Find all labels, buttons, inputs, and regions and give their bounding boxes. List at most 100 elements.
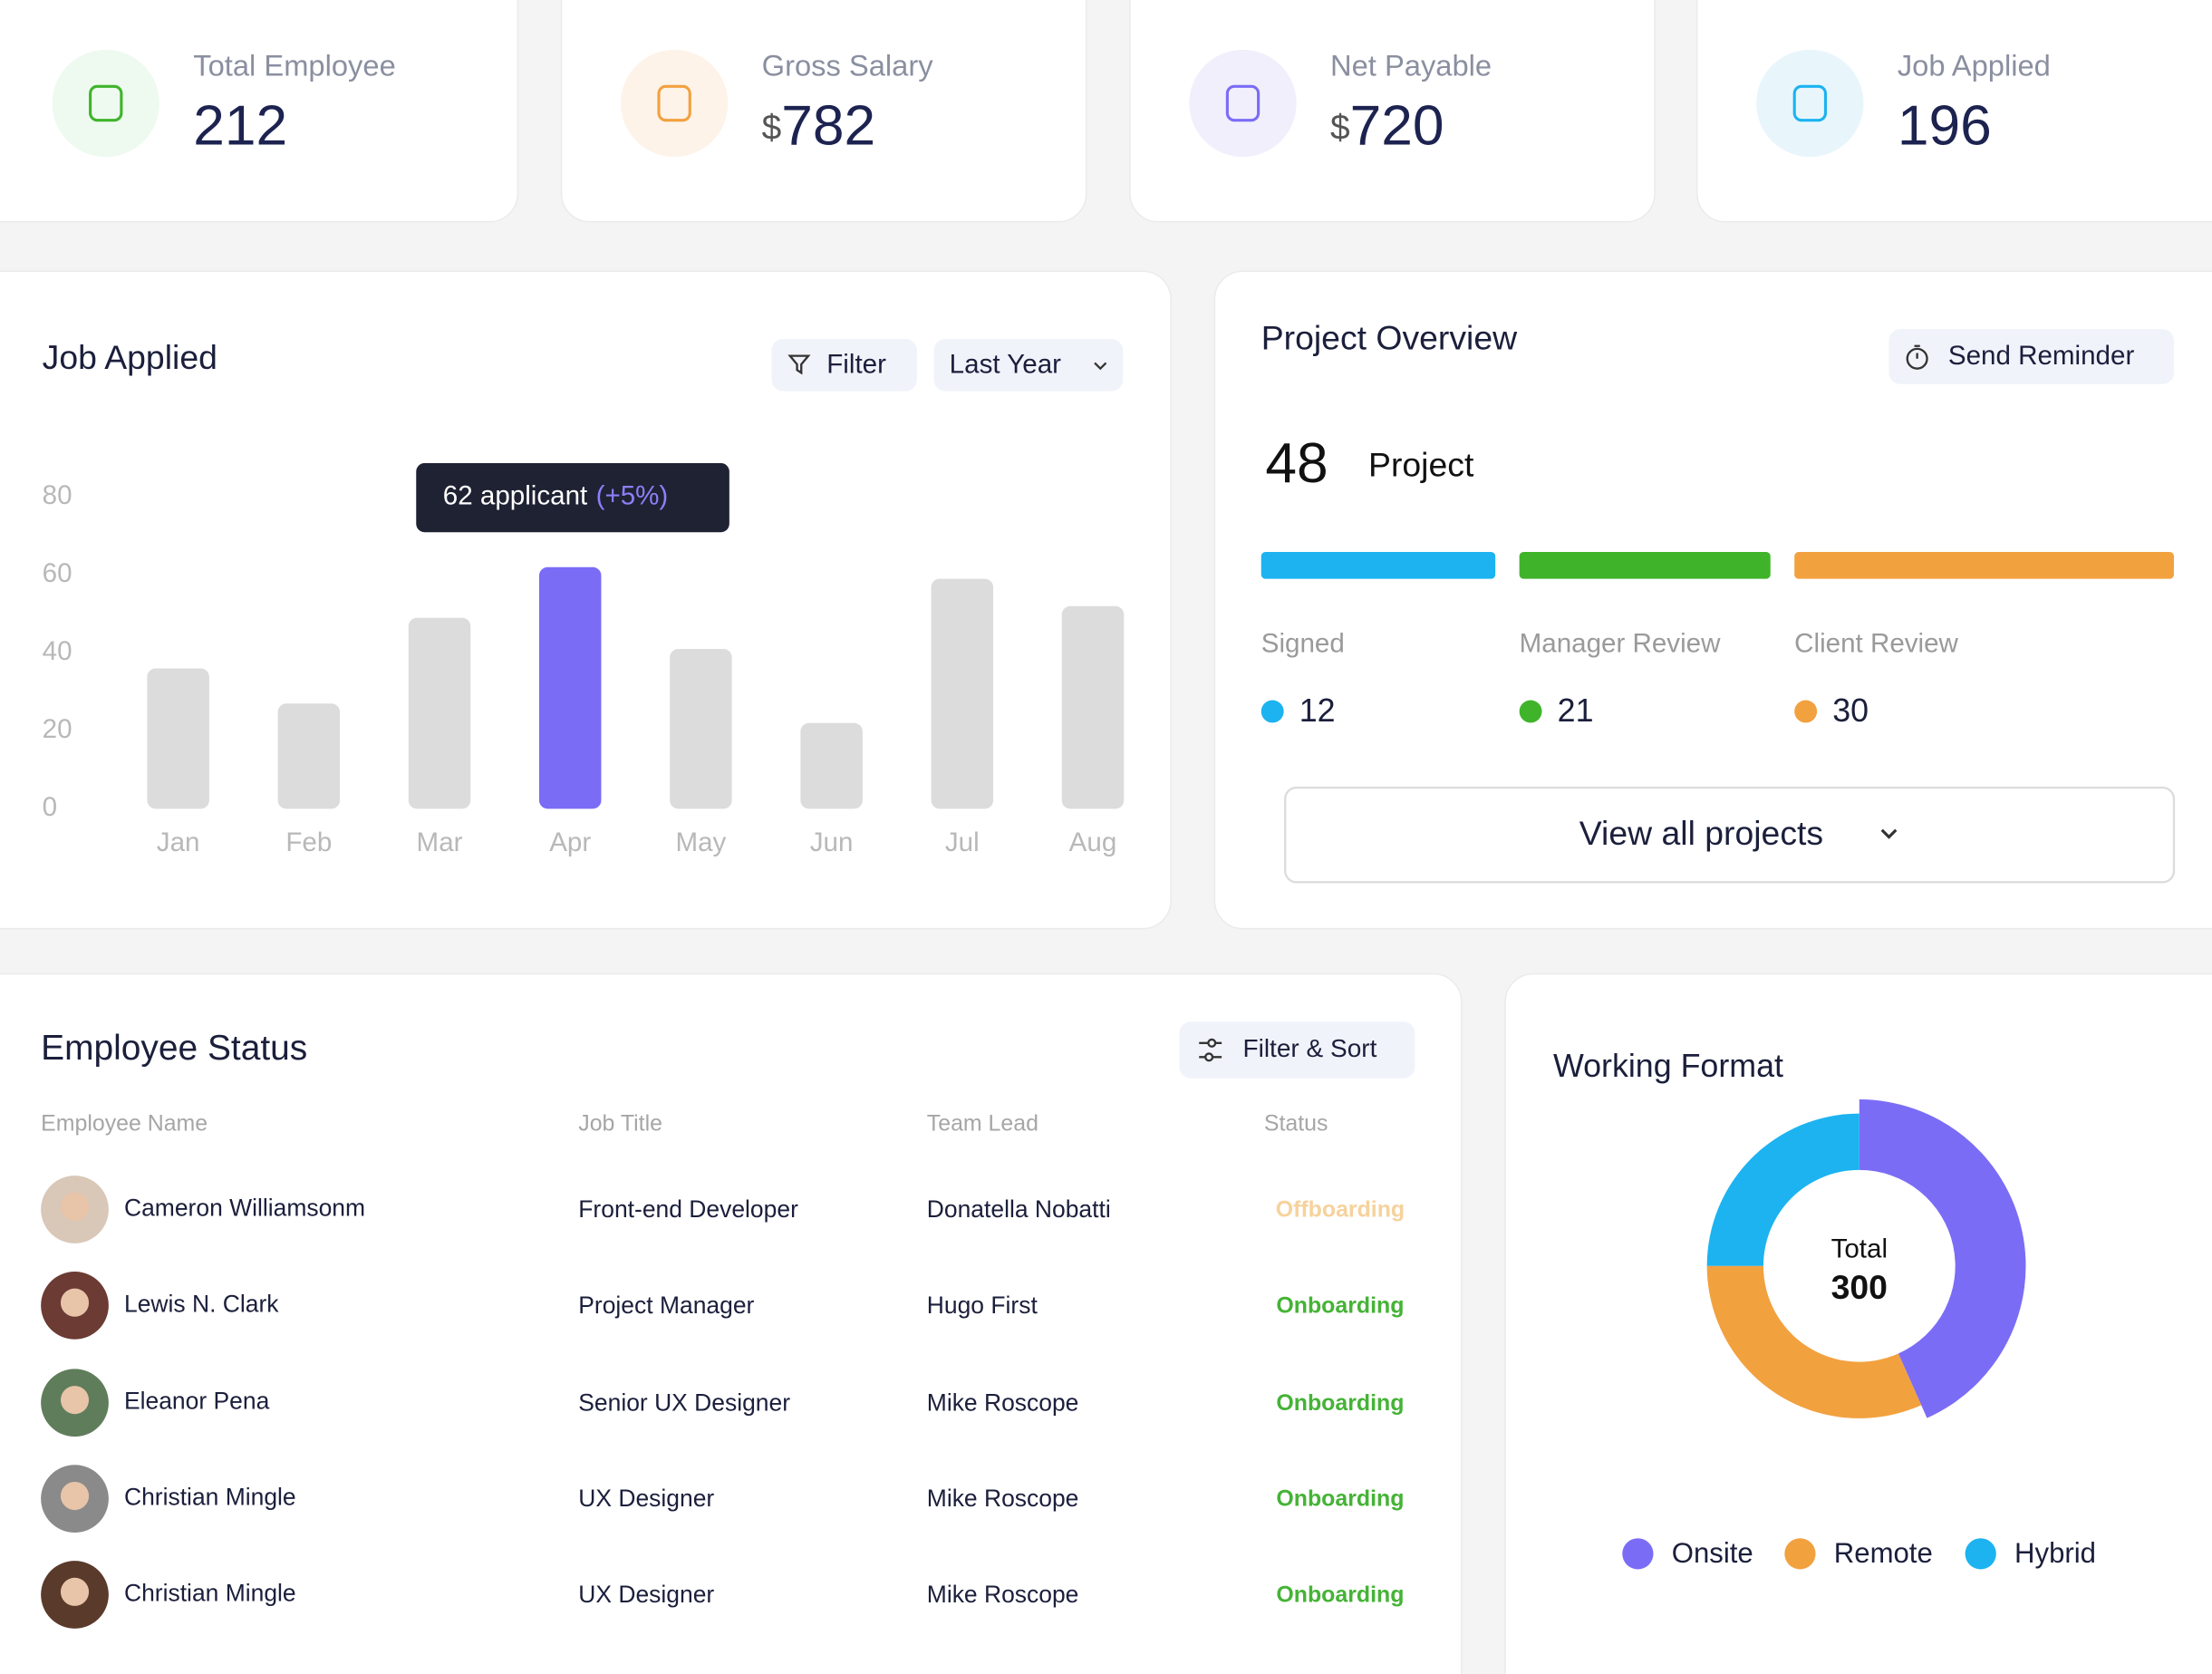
stat-label: Job Applied [1898, 49, 2051, 82]
period-select[interactable] [933, 338, 1124, 392]
legend-label: Remote [1834, 1537, 1933, 1569]
card-title: Working Format [1553, 1048, 1783, 1084]
tooltip-value: 62 applicant [443, 480, 587, 510]
stage-label: Client Review [1794, 629, 1958, 659]
stat-label: Gross Salary [762, 49, 934, 82]
stat-currency: $ [1330, 109, 1350, 148]
status: Onboarding [1276, 1486, 1404, 1512]
column-header: Job Title [578, 1111, 662, 1137]
job-title: UX Designer [578, 1485, 714, 1512]
status: Onboarding [1276, 1582, 1404, 1608]
x-tick-label: Feb [285, 827, 332, 857]
x-tick-label: Apr [549, 827, 591, 857]
employee-name: Cameron Williamsonm [124, 1194, 365, 1221]
donut-chart: Onsite Remote Hybrid [1622, 1099, 2096, 1570]
sort-icon [1199, 1041, 1222, 1059]
job-title: Project Manager [578, 1292, 754, 1319]
employee-name: Christian Mingle [124, 1484, 296, 1511]
legend-label: Onsite [1672, 1537, 1753, 1569]
donut-total: 300 [1831, 1268, 1888, 1306]
employee-name: Christian Mingle [124, 1579, 296, 1606]
bar-chart: 0 20 40 60 80 Jan Feb Mar Apr May Jun Jul Aug [43, 480, 1125, 857]
status: Onboarding [1276, 1390, 1404, 1416]
view-all-label[interactable]: View all projects [1579, 814, 1823, 852]
stat-value: $782 [762, 95, 876, 158]
clock-hand [1914, 344, 1920, 359]
stat-label: Net Payable [1330, 49, 1492, 82]
avatar-face [60, 1386, 90, 1415]
project-overview-card [1213, 270, 2212, 930]
stage-value: 21 [1558, 692, 1594, 729]
avatar-face [60, 1577, 90, 1606]
stage-label: Signed [1261, 629, 1345, 659]
button-label[interactable]: Send Reminder [1948, 341, 2135, 371]
y-tick-label: 20 [43, 714, 72, 744]
stat-icon [1792, 84, 1828, 122]
tooltip-change: (+5%) [596, 480, 669, 510]
stat-cards: Total Employee 212 Gross Salary $782 Net Pay… [0, 0, 2212, 223]
job-title: Senior UX Designer [578, 1389, 790, 1416]
stat-icon [89, 84, 123, 122]
x-tick-label: May [675, 827, 726, 857]
employee-table: Employee Name Job Title Team Lead Status Cam… [41, 1111, 1405, 1629]
bar [800, 722, 863, 809]
sort-icon-knob [1207, 1038, 1217, 1048]
stage-value: 12 [1299, 692, 1336, 729]
avatar-face [60, 1288, 90, 1317]
stat-icon-bg [620, 49, 729, 158]
column-header: Status [1264, 1111, 1328, 1137]
x-tick-label: Jan [157, 827, 200, 857]
stat-value: $720 [1330, 95, 1444, 158]
chevron-icon [1880, 828, 1898, 839]
stat-icon [657, 84, 691, 122]
donut-segment [1706, 1265, 1922, 1418]
stat-icon-bg [1756, 49, 1864, 158]
x-tick-label: Mar [417, 827, 463, 857]
period-label[interactable]: Last Year [950, 349, 1061, 379]
filter-label[interactable]: Filter [826, 349, 886, 379]
team-lead: Mike Roscope [927, 1581, 1079, 1608]
bar [408, 617, 471, 809]
chevron-icon [1094, 362, 1107, 371]
legend-dot [1965, 1538, 1996, 1570]
view-all-button[interactable] [1284, 786, 2176, 884]
job-title: Front-end Developer [578, 1195, 798, 1223]
card-title: Project Overview [1261, 318, 1518, 356]
stat-icon [1225, 84, 1261, 122]
y-tick-label: 40 [43, 636, 72, 666]
card-title: Job Applied [43, 338, 217, 376]
legend-dot [1784, 1538, 1816, 1570]
x-tick-label: Jun [810, 827, 854, 857]
bar [670, 649, 732, 809]
stage-label: Manager Review [1520, 629, 1721, 659]
bar [1061, 605, 1125, 809]
project-unit: Project [1368, 446, 1474, 484]
x-tick-label: Jul [945, 827, 980, 857]
filter-sort-button[interactable] [1179, 1021, 1415, 1079]
filter-button[interactable] [771, 338, 917, 392]
x-tick-label: Aug [1069, 827, 1117, 857]
tooltip [416, 462, 729, 533]
button-label[interactable]: Filter & Sort [1243, 1034, 1377, 1062]
avatar-face [60, 1192, 90, 1221]
project-stages: Signed 12 Manager Review 21 Client Review 30 [1261, 552, 2174, 729]
stage-dot [1794, 700, 1818, 723]
column-header: Employee Name [41, 1111, 208, 1137]
employee-name: Eleanor Pena [124, 1388, 270, 1415]
legend-label: Hybrid [2014, 1537, 2096, 1569]
stat-label: Total Employee [193, 49, 395, 82]
stage-bar [1519, 552, 1771, 579]
stage-value: 30 [1832, 692, 1869, 729]
card-title: Employee Status [41, 1029, 307, 1068]
stat-number: 212 [193, 95, 287, 158]
donut-segment [1706, 1113, 1859, 1266]
stat-icon-bg [1189, 49, 1297, 158]
y-tick-label: 60 [43, 558, 72, 588]
team-lead: Hugo First [927, 1292, 1038, 1319]
stat-value: 212 [193, 95, 287, 158]
stat-currency: $ [762, 109, 782, 148]
stage-dot [1261, 700, 1284, 723]
send-reminder-button[interactable] [1888, 329, 2174, 384]
